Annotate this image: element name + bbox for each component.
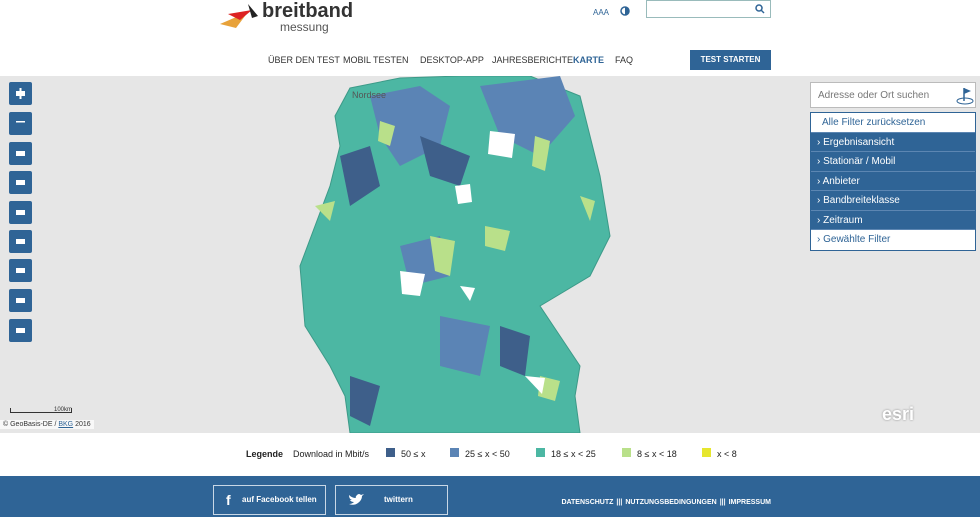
- nav-link[interactable]: MOBIL TESTEN: [343, 55, 409, 65]
- tool-icon: [16, 180, 25, 185]
- scale-label: 100km: [54, 407, 73, 413]
- logo-bottom: messung: [280, 20, 329, 34]
- legend-swatch: [622, 448, 631, 457]
- filter-panel: Alle Filter zurücksetzen › Ergebnisansic…: [810, 112, 976, 251]
- tool-icon: [16, 121, 25, 123]
- nav-link[interactable]: KARTE: [573, 55, 604, 65]
- address-placeholder: Adresse oder Ort suchen: [818, 90, 930, 101]
- filter-row[interactable]: › Zeitraum: [811, 210, 975, 230]
- logo-icon: [220, 4, 258, 28]
- filter-label: Ergebnisansicht: [823, 136, 895, 148]
- legend-swatch: [702, 448, 711, 457]
- site-search[interactable]: [646, 0, 771, 18]
- legend-swatch: [450, 448, 459, 457]
- footer-link[interactable]: DATENSCHUTZ: [561, 499, 614, 506]
- filter-label: Stationär / Mobil: [823, 156, 896, 167]
- link-separator: |||: [719, 499, 726, 506]
- facebook-share[interactable]: f auf Facebook tellen: [213, 485, 326, 515]
- filter-list: › Ergebnisansicht › Stationär / Mobil › An…: [811, 132, 975, 230]
- attribution-year: 2016: [73, 421, 91, 428]
- provider-logo: esri: [882, 404, 915, 424]
- tool-icon: [16, 88, 25, 99]
- filter-row[interactable]: › Stationär / Mobil: [811, 152, 975, 172]
- legend-label: 18 ≤ x < 25: [551, 449, 596, 459]
- map-tool-button[interactable]: [9, 259, 32, 282]
- tool-icon: [16, 239, 25, 244]
- search-icon: [755, 4, 765, 14]
- logo-top: breitband: [262, 0, 354, 22]
- selected-filters-label: Gewählte Filter: [823, 234, 891, 245]
- font-size-control[interactable]: AAA: [593, 8, 610, 17]
- footer-links: DATENSCHUTZ ||| NUTZUNGSBEDINGUNGEN ||| IMPR…: [561, 499, 771, 506]
- legend-label: 8 ≤ x < 18: [637, 449, 677, 459]
- map-tool-button[interactable]: [9, 112, 32, 135]
- map-tool-button[interactable]: [9, 142, 32, 165]
- reset-filters[interactable]: Alle Filter zurücksetzen: [811, 113, 975, 133]
- map-tool-button[interactable]: [9, 201, 32, 224]
- legend-label: 50 ≤ x: [401, 449, 426, 459]
- tool-icon: [16, 210, 25, 215]
- filter-row[interactable]: › Anbieter: [811, 171, 975, 191]
- start-test-button[interactable]: TEST STARTEN: [690, 50, 771, 70]
- logo[interactable]: breitband messung: [218, 0, 358, 40]
- link-separator: |||: [616, 499, 623, 506]
- attribution: © GeoBasis-DE / BKG 2016: [0, 420, 94, 429]
- contrast-toggle[interactable]: [620, 6, 630, 16]
- scale-bar: [10, 408, 72, 413]
- legend-label: 25 ≤ x < 50: [465, 449, 510, 459]
- nav-link[interactable]: ÜBER DEN TEST: [268, 55, 340, 65]
- legend: Legende Download in Mbit/s 50 ≤ x 25 ≤ x …: [0, 446, 980, 462]
- map-canvas: [299, 76, 611, 433]
- address-search[interactable]: Adresse oder Ort suchen: [810, 82, 976, 108]
- twitter-share[interactable]: twittern: [335, 485, 448, 515]
- attribution-link[interactable]: BKG: [58, 421, 74, 428]
- map-tool-button[interactable]: [9, 319, 32, 342]
- locate-icon[interactable]: [955, 85, 975, 105]
- legend-swatch: [536, 448, 545, 457]
- filter-row[interactable]: › Bandbreiteklasse: [811, 191, 975, 211]
- legend-unit: Download in Mbit/s: [293, 449, 370, 459]
- filter-label: Zeitraum: [823, 214, 863, 226]
- nav-link[interactable]: JAHRESBERICHTE: [492, 55, 574, 65]
- nav-link[interactable]: FAQ: [615, 55, 634, 65]
- legend-swatch: [386, 448, 395, 457]
- sea-label: Nordsee: [352, 90, 387, 100]
- tool-icon: [16, 298, 25, 303]
- filter-row[interactable]: › Ergebnisansicht: [811, 132, 975, 152]
- nav-link[interactable]: DESKTOP-APP: [420, 55, 484, 65]
- map-tool-button[interactable]: [9, 289, 32, 312]
- map-tool-button[interactable]: [9, 171, 32, 194]
- attribution-text: © GeoBasis-DE /: [3, 421, 59, 428]
- tool-icon: [16, 328, 25, 333]
- filter-label: Bandbreiteklasse: [823, 195, 900, 206]
- facebook-label: auf Facebook tellen: [242, 495, 317, 504]
- footer: DATENSCHUTZ ||| NUTZUNGSBEDINGUNGEN ||| IMPR…: [0, 476, 980, 517]
- twitter-icon: [349, 494, 364, 505]
- footer-link[interactable]: NUTZUNGSBEDINGUNGEN: [625, 499, 717, 506]
- twitter-label: twittern: [384, 495, 413, 504]
- tool-icon: [16, 151, 25, 156]
- filter-label: Anbieter: [822, 175, 860, 187]
- tool-icon: [16, 268, 25, 273]
- legend-title: Legende: [246, 449, 284, 459]
- legend-label: x < 8: [717, 449, 737, 459]
- map-tool-button[interactable]: [9, 230, 32, 253]
- selected-filters[interactable]: › Gewählte Filter: [811, 230, 975, 250]
- map-tool-button[interactable]: [9, 82, 32, 105]
- footer-link[interactable]: IMPRESSUM: [728, 499, 771, 506]
